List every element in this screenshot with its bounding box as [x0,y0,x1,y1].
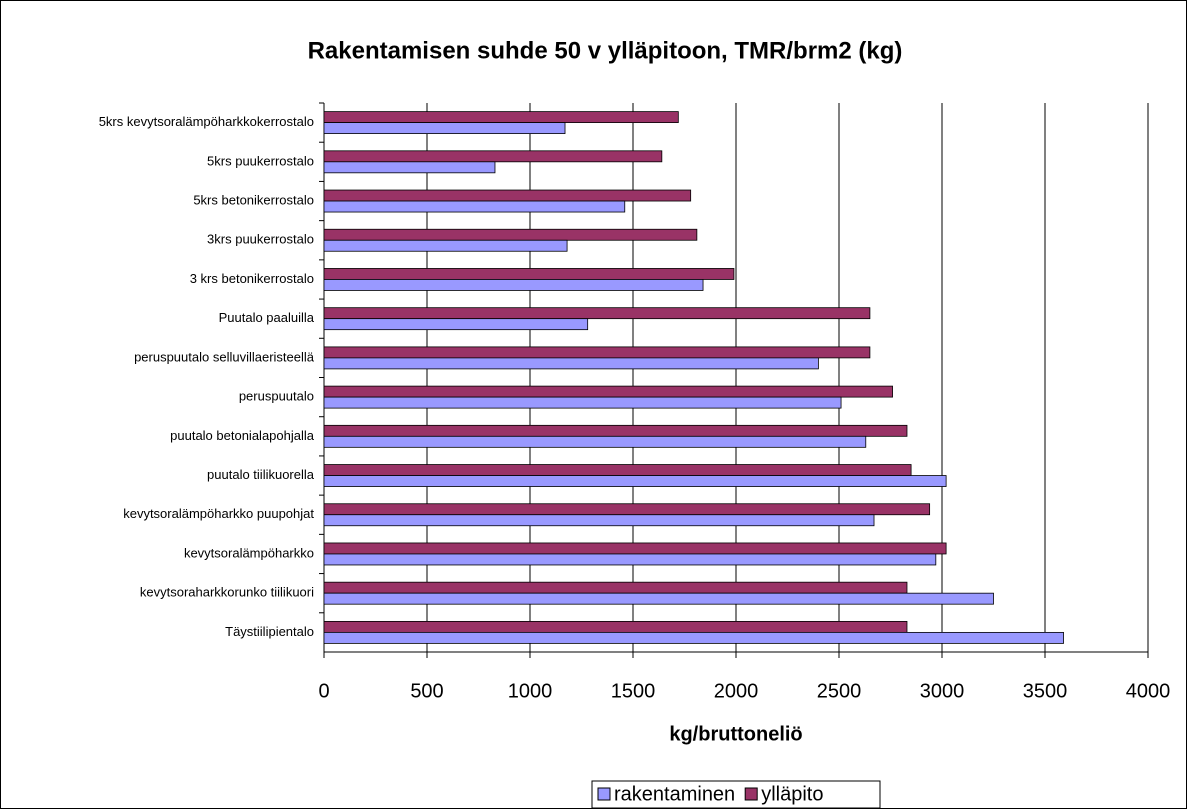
bar [323,424,908,437]
y-tick-label: Täystiilipientalo [225,624,314,639]
bar [323,228,698,241]
x-tick-label: 500 [410,680,443,702]
bar [323,581,908,594]
bar [323,161,496,174]
y-tick-label: 3krs puukerrostalo [207,232,314,247]
x-tick-label: 1500 [611,680,656,702]
x-tick-label: 4000 [1126,680,1171,702]
x-tick-label: 3000 [920,680,965,702]
y-tick-label: peruspuutalo selluvillaeristeellä [134,349,315,364]
bar [323,542,947,555]
bar [323,268,735,280]
bar [323,189,692,202]
y-tick-label: 5krs betonikerrostalo [193,192,314,207]
y-tick-label: 5krs kevytsoralämpöharkkokerrostalo [99,114,314,129]
x-tick-label: 2500 [817,680,862,702]
chart-title: Rakentamisen suhde 50 v ylläpitoon, TMR/… [308,37,903,64]
bar [323,307,871,320]
bar [323,396,842,409]
bar [323,553,937,566]
y-tick-label: kevytsoralämpöharkko [184,545,314,560]
bar [323,514,875,527]
bar [323,122,566,135]
bar [323,385,893,398]
y-tick-label: puutalo betonialapohjalla [170,428,315,443]
bar [323,357,819,370]
x-tick-label: 0 [318,680,329,702]
y-tick-label: kevytsoraharkkorunko tiilikuori [140,585,314,600]
bar [323,435,867,448]
x-tick-label: 3500 [1023,680,1068,702]
legend-box [591,780,881,809]
legend-swatch [597,787,611,801]
y-tick-label: 5krs puukerrostalo [207,153,314,168]
x-tick-label: 2000 [714,680,759,702]
x-axis-label: kg/bruttoneliö [669,723,802,745]
bar [323,475,947,487]
bar [323,620,908,633]
y-tick-label: 3 krs betonikerrostalo [190,271,314,286]
legend-label: rakentaminen [614,783,735,805]
bar [323,503,931,516]
y-tick-label: puutalo tiilikuorella [207,467,315,482]
bar [323,592,994,605]
bar [323,111,679,124]
y-tick-label: peruspuutalo [239,389,314,404]
legend: rakentaminen ylläpito [591,780,881,809]
x-tick-label: 1000 [508,680,553,702]
legend-label: ylläpito [761,783,823,805]
bar [323,239,568,252]
y-tick-label: Puutalo paaluilla [219,310,315,325]
bar [323,150,663,163]
bar [323,631,1064,644]
bar [323,464,912,476]
bar [323,279,704,291]
y-tick-label: kevytsoralämpöharkko puupohjat [123,506,314,521]
bar [323,200,626,213]
legend-swatch [744,787,758,801]
bar [323,318,589,331]
bar [323,346,871,359]
